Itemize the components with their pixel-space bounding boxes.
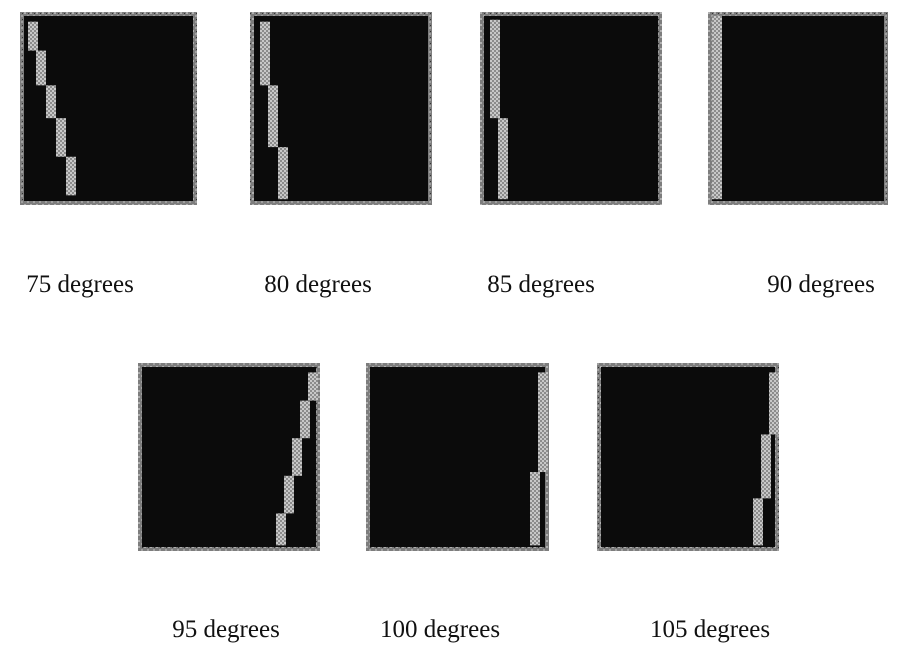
stripe-segment — [300, 401, 310, 439]
figure: 75 degrees 80 degrees 85 degrees 90 degrees… — [0, 0, 898, 655]
stripe-segment — [46, 85, 56, 118]
stripe-segment — [276, 513, 286, 545]
image-panel — [20, 12, 197, 205]
panel-interior — [370, 367, 545, 547]
stripe-segment — [268, 85, 278, 147]
stripe-segment — [66, 157, 76, 196]
panel-interior — [484, 16, 658, 201]
caption: 100 degrees — [380, 616, 500, 643]
panel-interior — [601, 367, 775, 547]
stripe-segment — [538, 372, 548, 472]
image-panel — [366, 363, 549, 551]
caption: 95 degrees — [172, 616, 280, 643]
stripe-segment — [498, 118, 508, 199]
image-panel — [250, 12, 432, 205]
stripe-segment — [28, 22, 38, 51]
caption: 75 degrees — [26, 271, 134, 298]
stripe-segment — [292, 438, 302, 476]
image-panel — [708, 12, 888, 205]
stripe-segment — [56, 118, 66, 157]
stripe-segment — [769, 372, 779, 434]
panel-interior — [712, 16, 884, 201]
stripe-segment — [712, 16, 722, 199]
stripe-segment — [308, 372, 318, 400]
stripe-segment — [761, 434, 771, 498]
stripe-segment — [284, 476, 294, 514]
caption: 105 degrees — [650, 616, 770, 643]
image-panel — [597, 363, 779, 551]
caption: 85 degrees — [487, 271, 595, 298]
image-panel — [138, 363, 320, 551]
stripe-segment — [278, 147, 288, 199]
stripe-segment — [753, 498, 763, 545]
stripe-segment — [530, 472, 540, 545]
caption: 90 degrees — [767, 271, 875, 298]
stripe-segment — [36, 51, 46, 86]
stripe-segment — [260, 22, 270, 86]
image-panel — [480, 12, 662, 205]
panel-interior — [142, 367, 316, 547]
stripe-segment — [490, 20, 500, 118]
caption: 80 degrees — [264, 271, 372, 298]
